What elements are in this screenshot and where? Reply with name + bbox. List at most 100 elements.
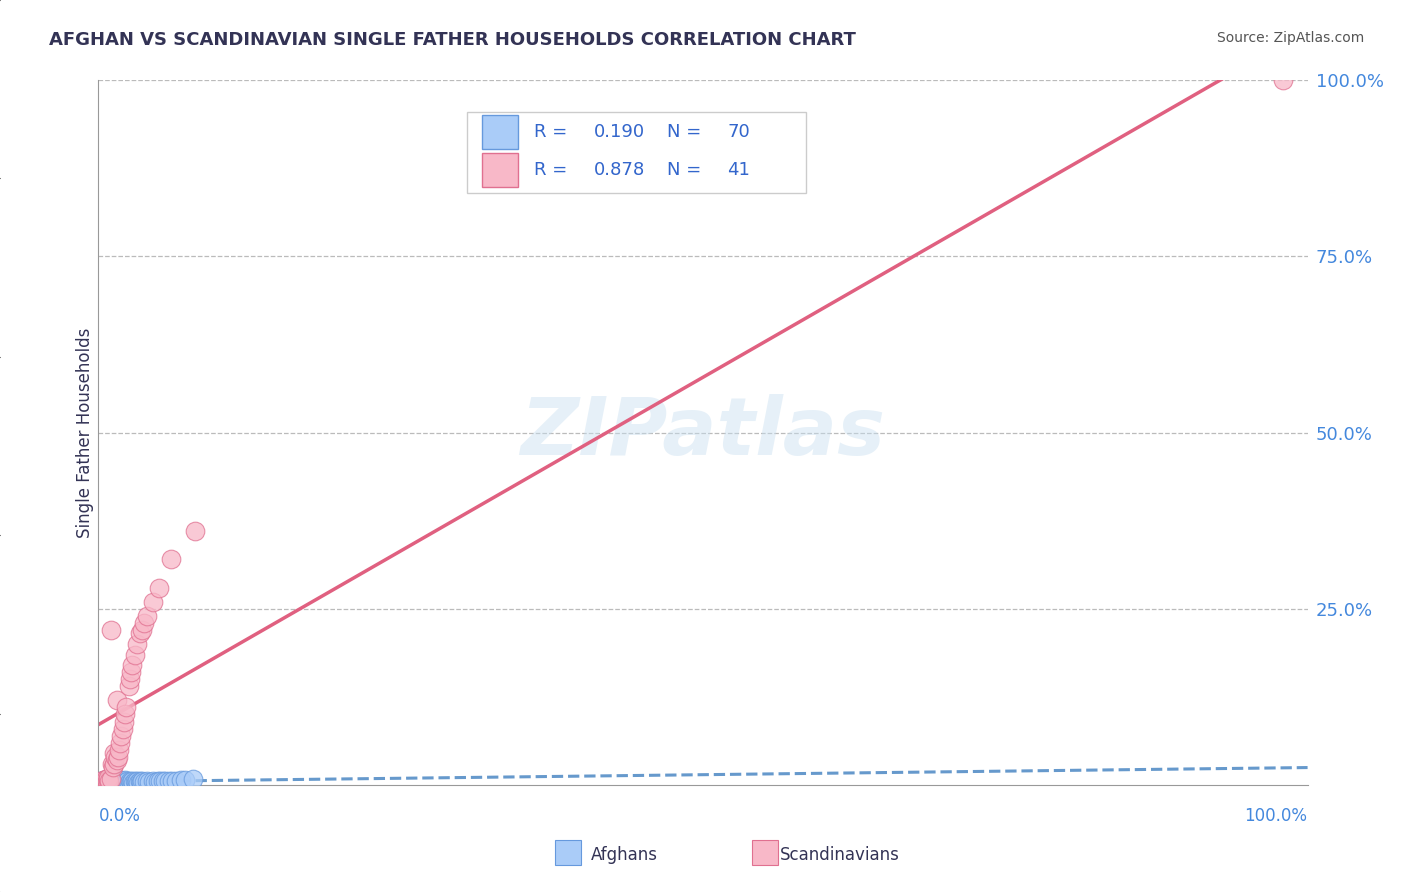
Point [107,773,129,788]
Point [157,773,180,788]
Point [107,775,129,789]
Point [149,774,172,789]
Point [111,776,134,790]
Point [96,772,118,787]
Point [120,775,142,789]
Point [98,773,121,788]
Text: 0.878: 0.878 [595,161,645,178]
Point [129,775,152,789]
Point [121,773,143,788]
Point [98,773,121,788]
Text: N =: N = [666,123,707,141]
Point [101,772,124,787]
Point [128,774,150,789]
Point [138,775,160,789]
Point [160,773,183,788]
Point [112,774,135,789]
Point [142,595,165,609]
Point [135,774,157,789]
Point [115,775,138,789]
Point [110,729,132,743]
Point [105,753,128,767]
Point [165,773,187,788]
Y-axis label: Single Father Households: Single Father Households [76,327,94,538]
Point [142,774,165,789]
Point [160,552,183,566]
Text: 0.0%: 0.0% [98,807,141,825]
Point [90,773,112,788]
Point [100,772,122,787]
Point [100,623,122,637]
Point [108,772,131,787]
Point [103,756,125,771]
Point [118,679,141,693]
FancyBboxPatch shape [482,153,517,186]
Point [103,746,125,760]
Point [121,658,143,673]
Text: 41: 41 [727,161,749,178]
FancyBboxPatch shape [482,115,517,149]
Point [105,693,128,707]
Point [93,775,115,789]
Point [134,615,156,630]
Point [112,714,135,729]
Point [110,775,132,789]
Point [124,774,146,789]
Point [91,772,114,787]
Point [114,772,136,787]
Point [94,772,117,787]
Point [169,772,191,787]
Point [114,707,136,722]
Point [101,775,124,789]
Point [146,774,169,789]
Point [152,773,174,788]
Point [153,774,176,789]
Point [118,774,141,789]
FancyBboxPatch shape [555,840,581,865]
Point [97,775,120,789]
Point [104,749,127,764]
Point [134,775,156,789]
Text: AFGHAN VS SCANDINAVIAN SINGLE FATHER HOUSEHOLDS CORRELATION CHART: AFGHAN VS SCANDINAVIAN SINGLE FATHER HOU… [49,31,856,49]
Point [91,774,114,789]
Point [96,776,118,790]
Point [114,776,136,790]
Point [100,776,122,790]
Point [91,776,114,790]
Point [111,773,134,788]
Point [97,773,120,788]
Point [148,581,170,595]
Point [111,722,134,736]
Text: Source: ZipAtlas.com: Source: ZipAtlas.com [1216,31,1364,45]
Text: N =: N = [666,161,707,178]
Text: 100.0%: 100.0% [1244,807,1308,825]
Text: Afghans: Afghans [591,846,658,863]
Point [184,524,207,539]
Point [131,773,153,788]
Point [91,773,114,788]
Point [1272,73,1295,87]
Point [127,776,149,790]
Text: ZIPatlas: ZIPatlas [520,393,886,472]
Point [115,700,138,714]
Point [108,774,131,789]
Point [97,771,120,785]
Point [103,773,125,788]
Point [101,760,124,774]
Point [89,776,111,790]
Point [143,775,166,789]
Text: R =: R = [534,123,572,141]
Point [128,626,150,640]
Text: R =: R = [534,161,572,178]
Point [127,773,149,788]
FancyBboxPatch shape [467,112,806,193]
Point [117,773,139,788]
Point [96,774,118,789]
Point [108,776,131,790]
Text: 0.190: 0.190 [595,123,645,141]
Point [125,775,148,789]
Point [93,776,115,790]
Point [100,775,122,789]
Point [127,637,149,651]
Point [96,774,118,789]
